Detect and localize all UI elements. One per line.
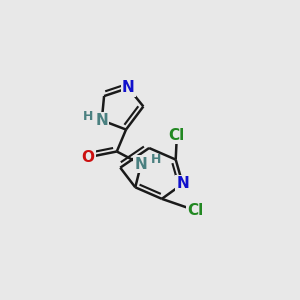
Text: H: H: [151, 153, 161, 166]
Text: Cl: Cl: [187, 203, 203, 218]
Text: N: N: [122, 80, 135, 95]
Text: N: N: [135, 157, 147, 172]
Text: O: O: [81, 150, 94, 165]
Text: Cl: Cl: [169, 128, 185, 143]
Text: H: H: [83, 110, 94, 123]
Text: N: N: [176, 176, 189, 191]
Text: N: N: [95, 113, 108, 128]
